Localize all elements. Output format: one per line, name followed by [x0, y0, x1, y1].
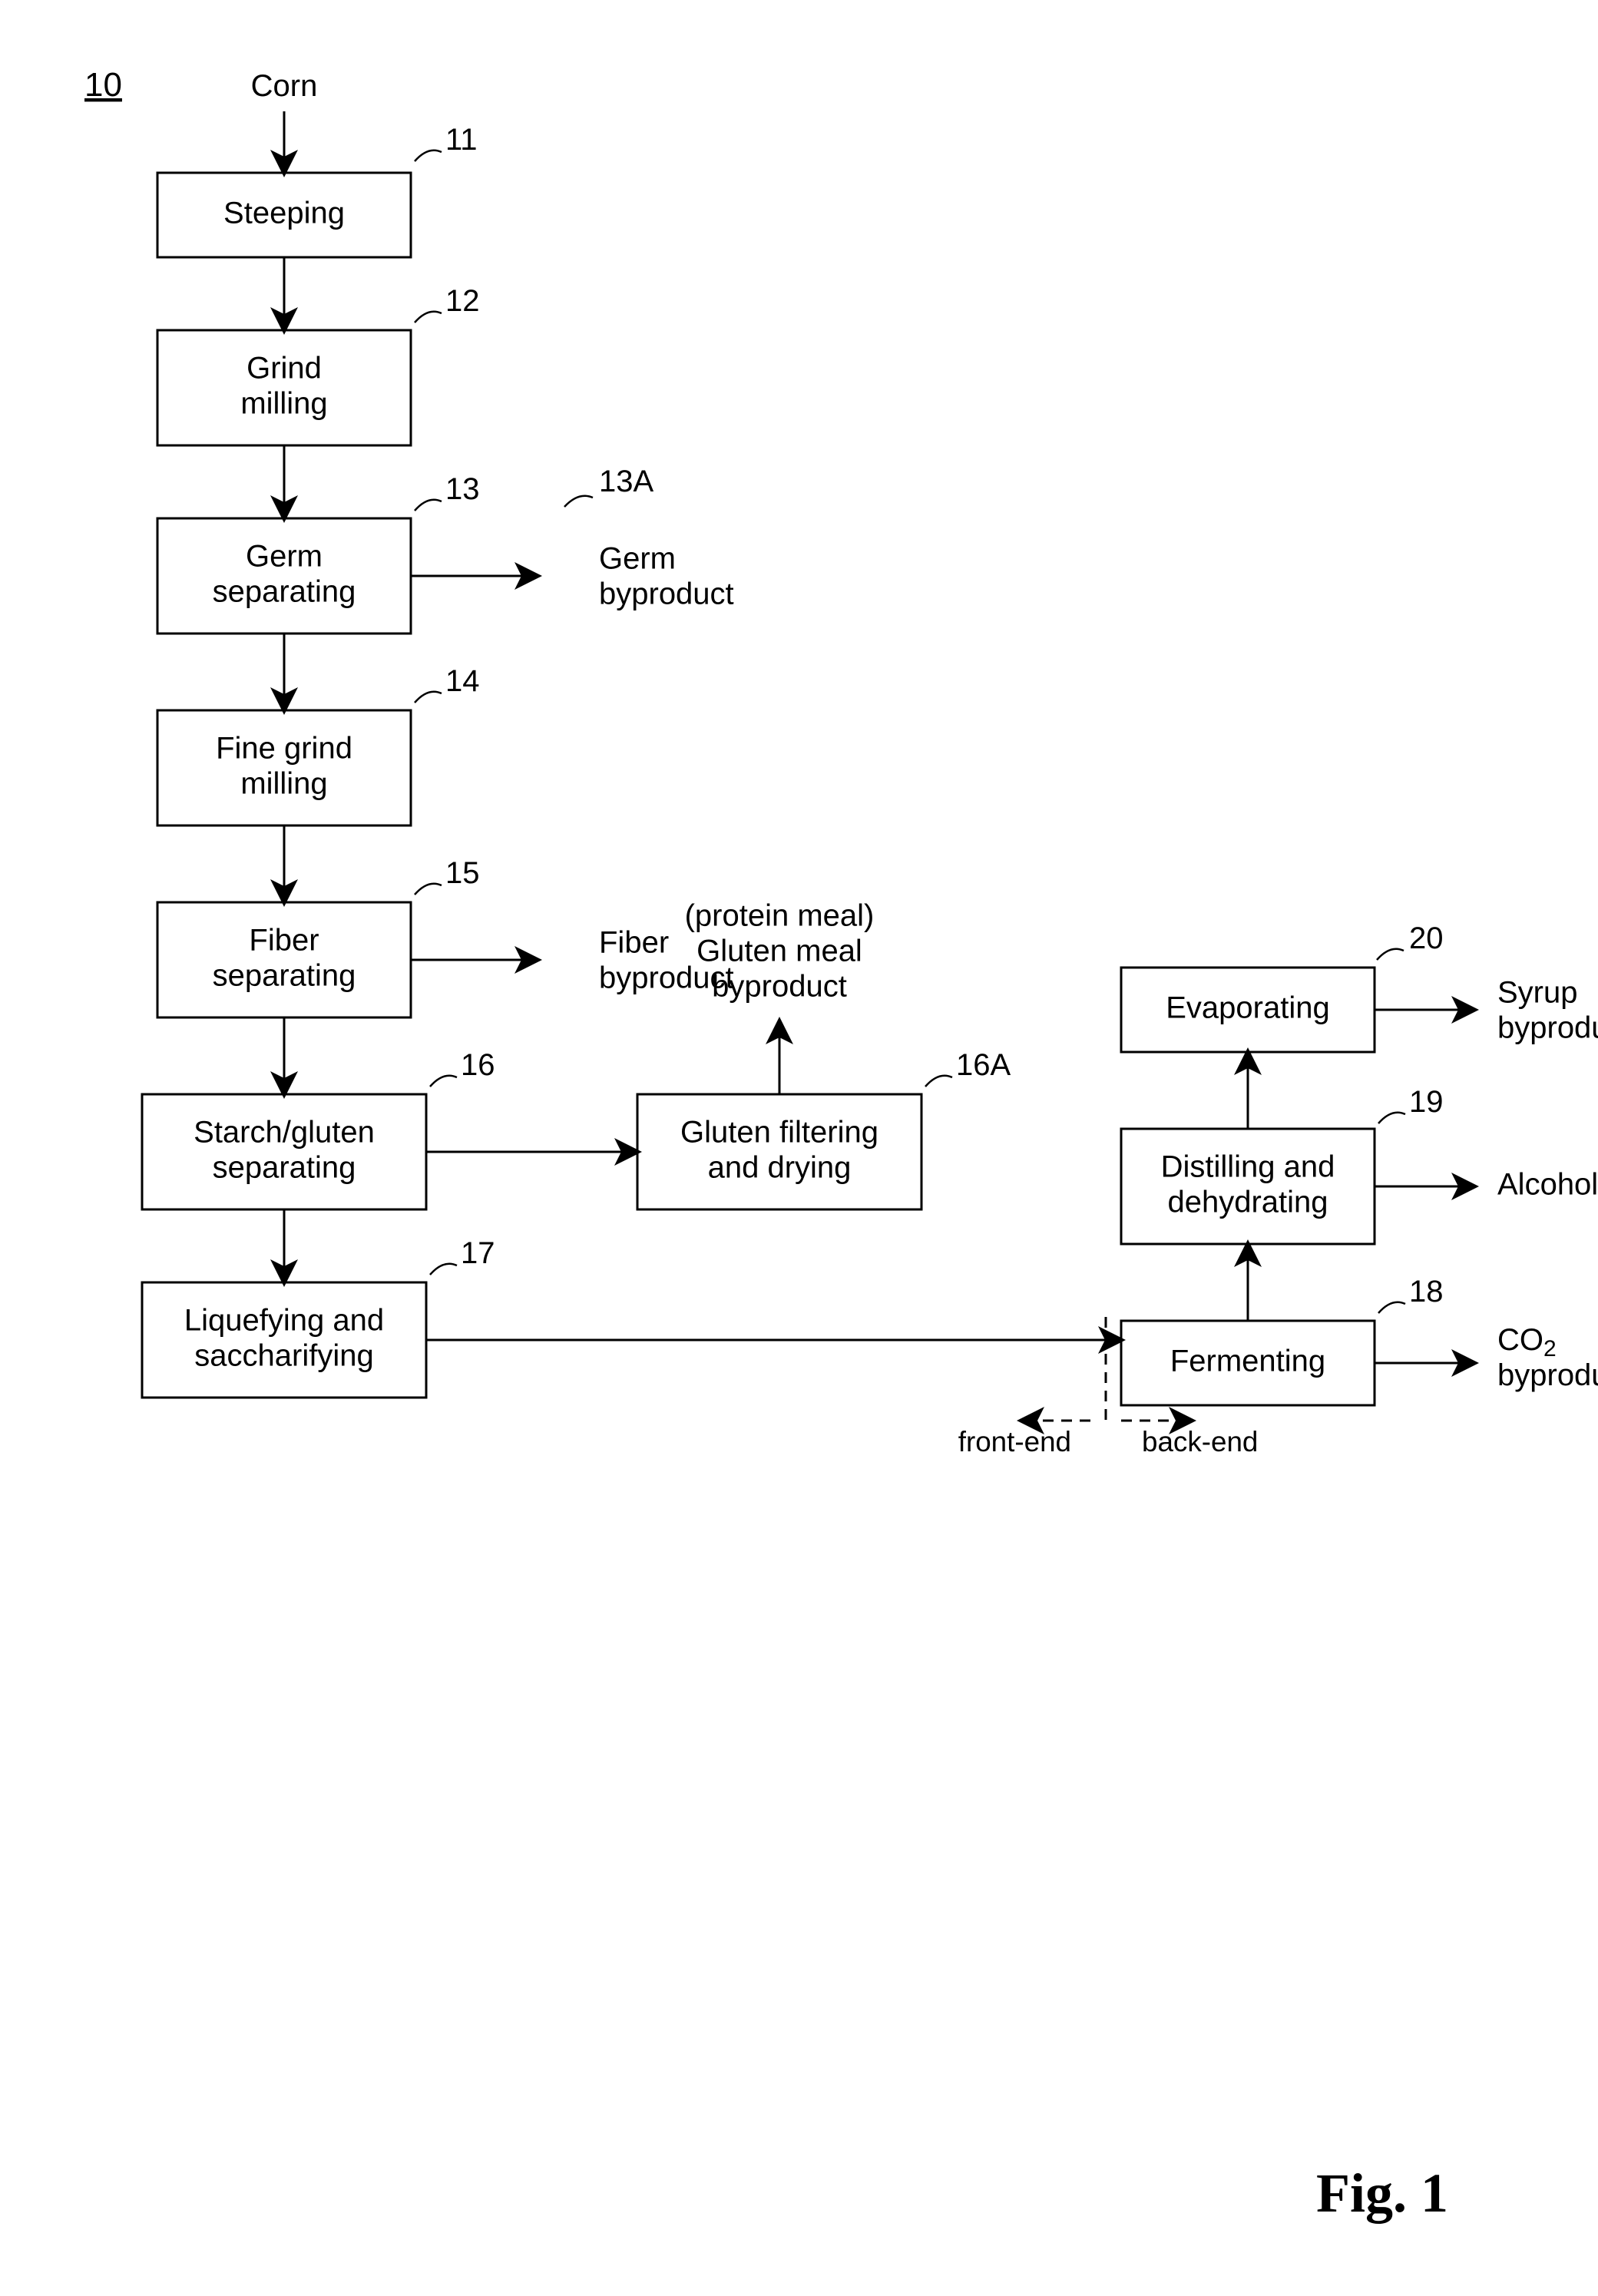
box-germ-label-line-1: separating — [213, 575, 356, 609]
input-corn: Corn — [251, 69, 318, 103]
ref-germ: 13 — [445, 472, 480, 506]
out-co2: CO2byproduct — [1497, 1323, 1598, 1392]
ref-distill: 19 — [1409, 1085, 1444, 1119]
ref-grind: 12 — [445, 284, 480, 318]
out-co2-line1: byproduct — [1497, 1358, 1598, 1392]
box-grind-label-line-0: Grind — [246, 352, 322, 385]
out-gluten: (protein meal)Gluten mealbyproduct — [685, 899, 875, 1004]
leader-5 — [430, 1076, 457, 1087]
leader-11 — [564, 496, 593, 507]
leader-3 — [415, 692, 442, 703]
box-gluten_filter-label-line-1: and drying — [708, 1151, 852, 1185]
figure-title: Fig. 1 — [1316, 2162, 1448, 2224]
label-front-end: front-end — [958, 1426, 1071, 1457]
leader-2 — [415, 500, 442, 511]
leader-10 — [1377, 949, 1404, 960]
box-fermenting-label: Fermenting — [1170, 1345, 1325, 1378]
box-evaporating-label-line-0: Evaporating — [1166, 991, 1329, 1025]
flowchart: 10CornSteeping11Grindmilling12Germsepara… — [0, 0, 1598, 2296]
box-steeping-label: Steeping — [223, 197, 345, 230]
leader-9 — [1378, 1113, 1405, 1123]
box-fiber-label-line-1: separating — [213, 959, 356, 993]
ref-steeping: 11 — [445, 123, 478, 157]
box-grind-label-line-1: milling — [240, 387, 327, 421]
box-fiber-label-line-0: Fiber — [249, 924, 319, 958]
ref-evaporating: 20 — [1409, 921, 1444, 955]
out-germ: Germbyproduct — [599, 542, 734, 611]
label-back-end: back-end — [1142, 1426, 1258, 1457]
out-alcohol-line-0: Alcohol — [1497, 1168, 1598, 1202]
diagram-ref: 10 — [84, 66, 122, 104]
out-germ-line-1: byproduct — [599, 577, 734, 611]
leader-7 — [925, 1076, 952, 1087]
out-fiber-line-0: Fiber — [599, 926, 669, 960]
out-gluten-line-0: (protein meal) — [685, 899, 875, 933]
ref-13a: 13A — [599, 465, 653, 498]
ref-gluten_filter: 16A — [956, 1048, 1011, 1082]
ref-liquefy: 17 — [461, 1236, 495, 1270]
ref-starch: 16 — [461, 1048, 495, 1082]
out-germ-line-0: Germ — [599, 542, 676, 576]
out-gluten-line-2: byproduct — [712, 970, 847, 1004]
ref-fermenting: 18 — [1409, 1275, 1444, 1308]
leader-8 — [1378, 1302, 1405, 1313]
box-gluten_filter-label-line-0: Gluten filtering — [680, 1116, 878, 1150]
box-fine-label-line-1: milling — [240, 767, 327, 801]
box-distill-label-line-1: dehydrating — [1167, 1186, 1328, 1219]
box-starch-label-line-1: separating — [213, 1151, 356, 1185]
box-evaporating-label: Evaporating — [1166, 991, 1329, 1025]
leader-4 — [415, 884, 442, 895]
box-distill-label-line-0: Distilling and — [1161, 1150, 1335, 1184]
box-steeping-label-line-0: Steeping — [223, 197, 345, 230]
out-co2-line0: CO2 — [1497, 1323, 1557, 1361]
leader-0 — [415, 151, 442, 161]
out-alcohol: Alcohol — [1497, 1168, 1598, 1202]
ref-fine: 14 — [445, 664, 480, 698]
ref-fiber: 15 — [445, 856, 480, 890]
out-gluten-line-1: Gluten meal — [696, 935, 862, 968]
leader-1 — [415, 312, 442, 323]
out-syrup-line-0: Syrup — [1497, 976, 1578, 1010]
box-starch-label-line-0: Starch/gluten — [194, 1116, 375, 1150]
box-germ-label-line-0: Germ — [246, 540, 323, 574]
leader-6 — [430, 1264, 457, 1275]
box-liquefy-label-line-1: saccharifying — [194, 1339, 373, 1373]
box-liquefy-label-line-0: Liquefying and — [184, 1304, 384, 1338]
out-syrup-line-1: byproduct — [1497, 1011, 1598, 1045]
out-syrup: Syrupbyproduct — [1497, 976, 1598, 1045]
box-fine-label-line-0: Fine grind — [216, 732, 352, 766]
box-fermenting-label-line-0: Fermenting — [1170, 1345, 1325, 1378]
